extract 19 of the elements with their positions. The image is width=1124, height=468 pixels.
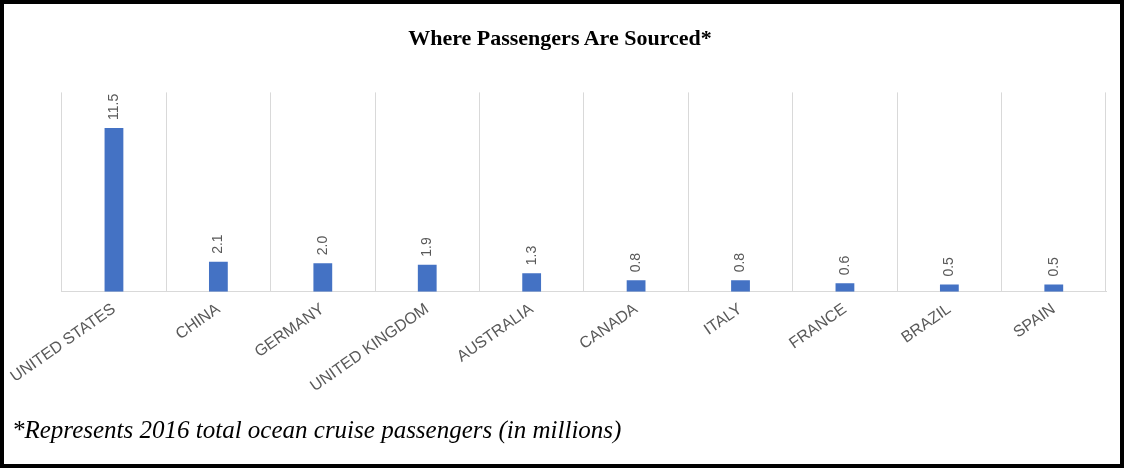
- data-label: 0.5: [1044, 256, 1061, 277]
- data-label: 1.3: [522, 245, 539, 266]
- data-label: 0.8: [626, 252, 643, 273]
- data-label: 11.5: [104, 93, 121, 120]
- bar: [208, 261, 228, 292]
- bar: [731, 280, 750, 292]
- data-label: 2.1: [209, 234, 226, 254]
- bar: [104, 127, 124, 292]
- chart-title: Where Passengers Are Sourced*: [408, 24, 712, 50]
- bar: [522, 273, 542, 292]
- bar: [626, 280, 646, 292]
- data-label: 1.9: [418, 236, 435, 257]
- text: *Represents 2016 total ocean cruise passengers (in millions): [12, 416, 622, 444]
- data-label: 0.5: [940, 256, 957, 277]
- data-label: 0.6: [835, 255, 852, 276]
- bar: [313, 263, 333, 292]
- bar: [417, 264, 437, 292]
- data-label: 2.0: [313, 235, 330, 256]
- data-label: 0.8: [731, 252, 748, 273]
